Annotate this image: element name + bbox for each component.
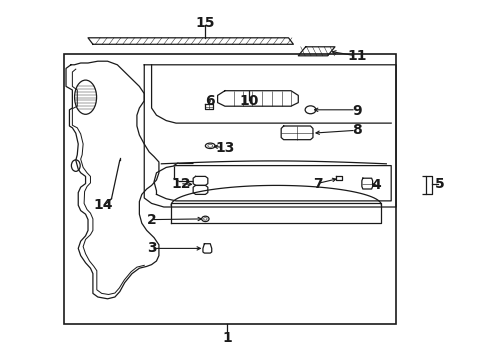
- Text: 9: 9: [351, 104, 361, 117]
- Text: 12: 12: [171, 177, 190, 190]
- Bar: [63, 54, 395, 324]
- Text: 14: 14: [93, 198, 112, 212]
- Text: 4: 4: [371, 179, 381, 192]
- Text: 3: 3: [146, 242, 156, 255]
- Text: 6: 6: [205, 94, 215, 108]
- Text: 13: 13: [215, 141, 234, 154]
- Text: 10: 10: [239, 94, 259, 108]
- Text: 8: 8: [351, 123, 361, 137]
- Text: 2: 2: [146, 213, 156, 226]
- Text: 11: 11: [346, 49, 366, 63]
- Text: 1: 1: [222, 332, 232, 345]
- Text: 15: 15: [195, 17, 215, 30]
- Text: 7: 7: [312, 177, 322, 190]
- Text: 5: 5: [434, 177, 444, 190]
